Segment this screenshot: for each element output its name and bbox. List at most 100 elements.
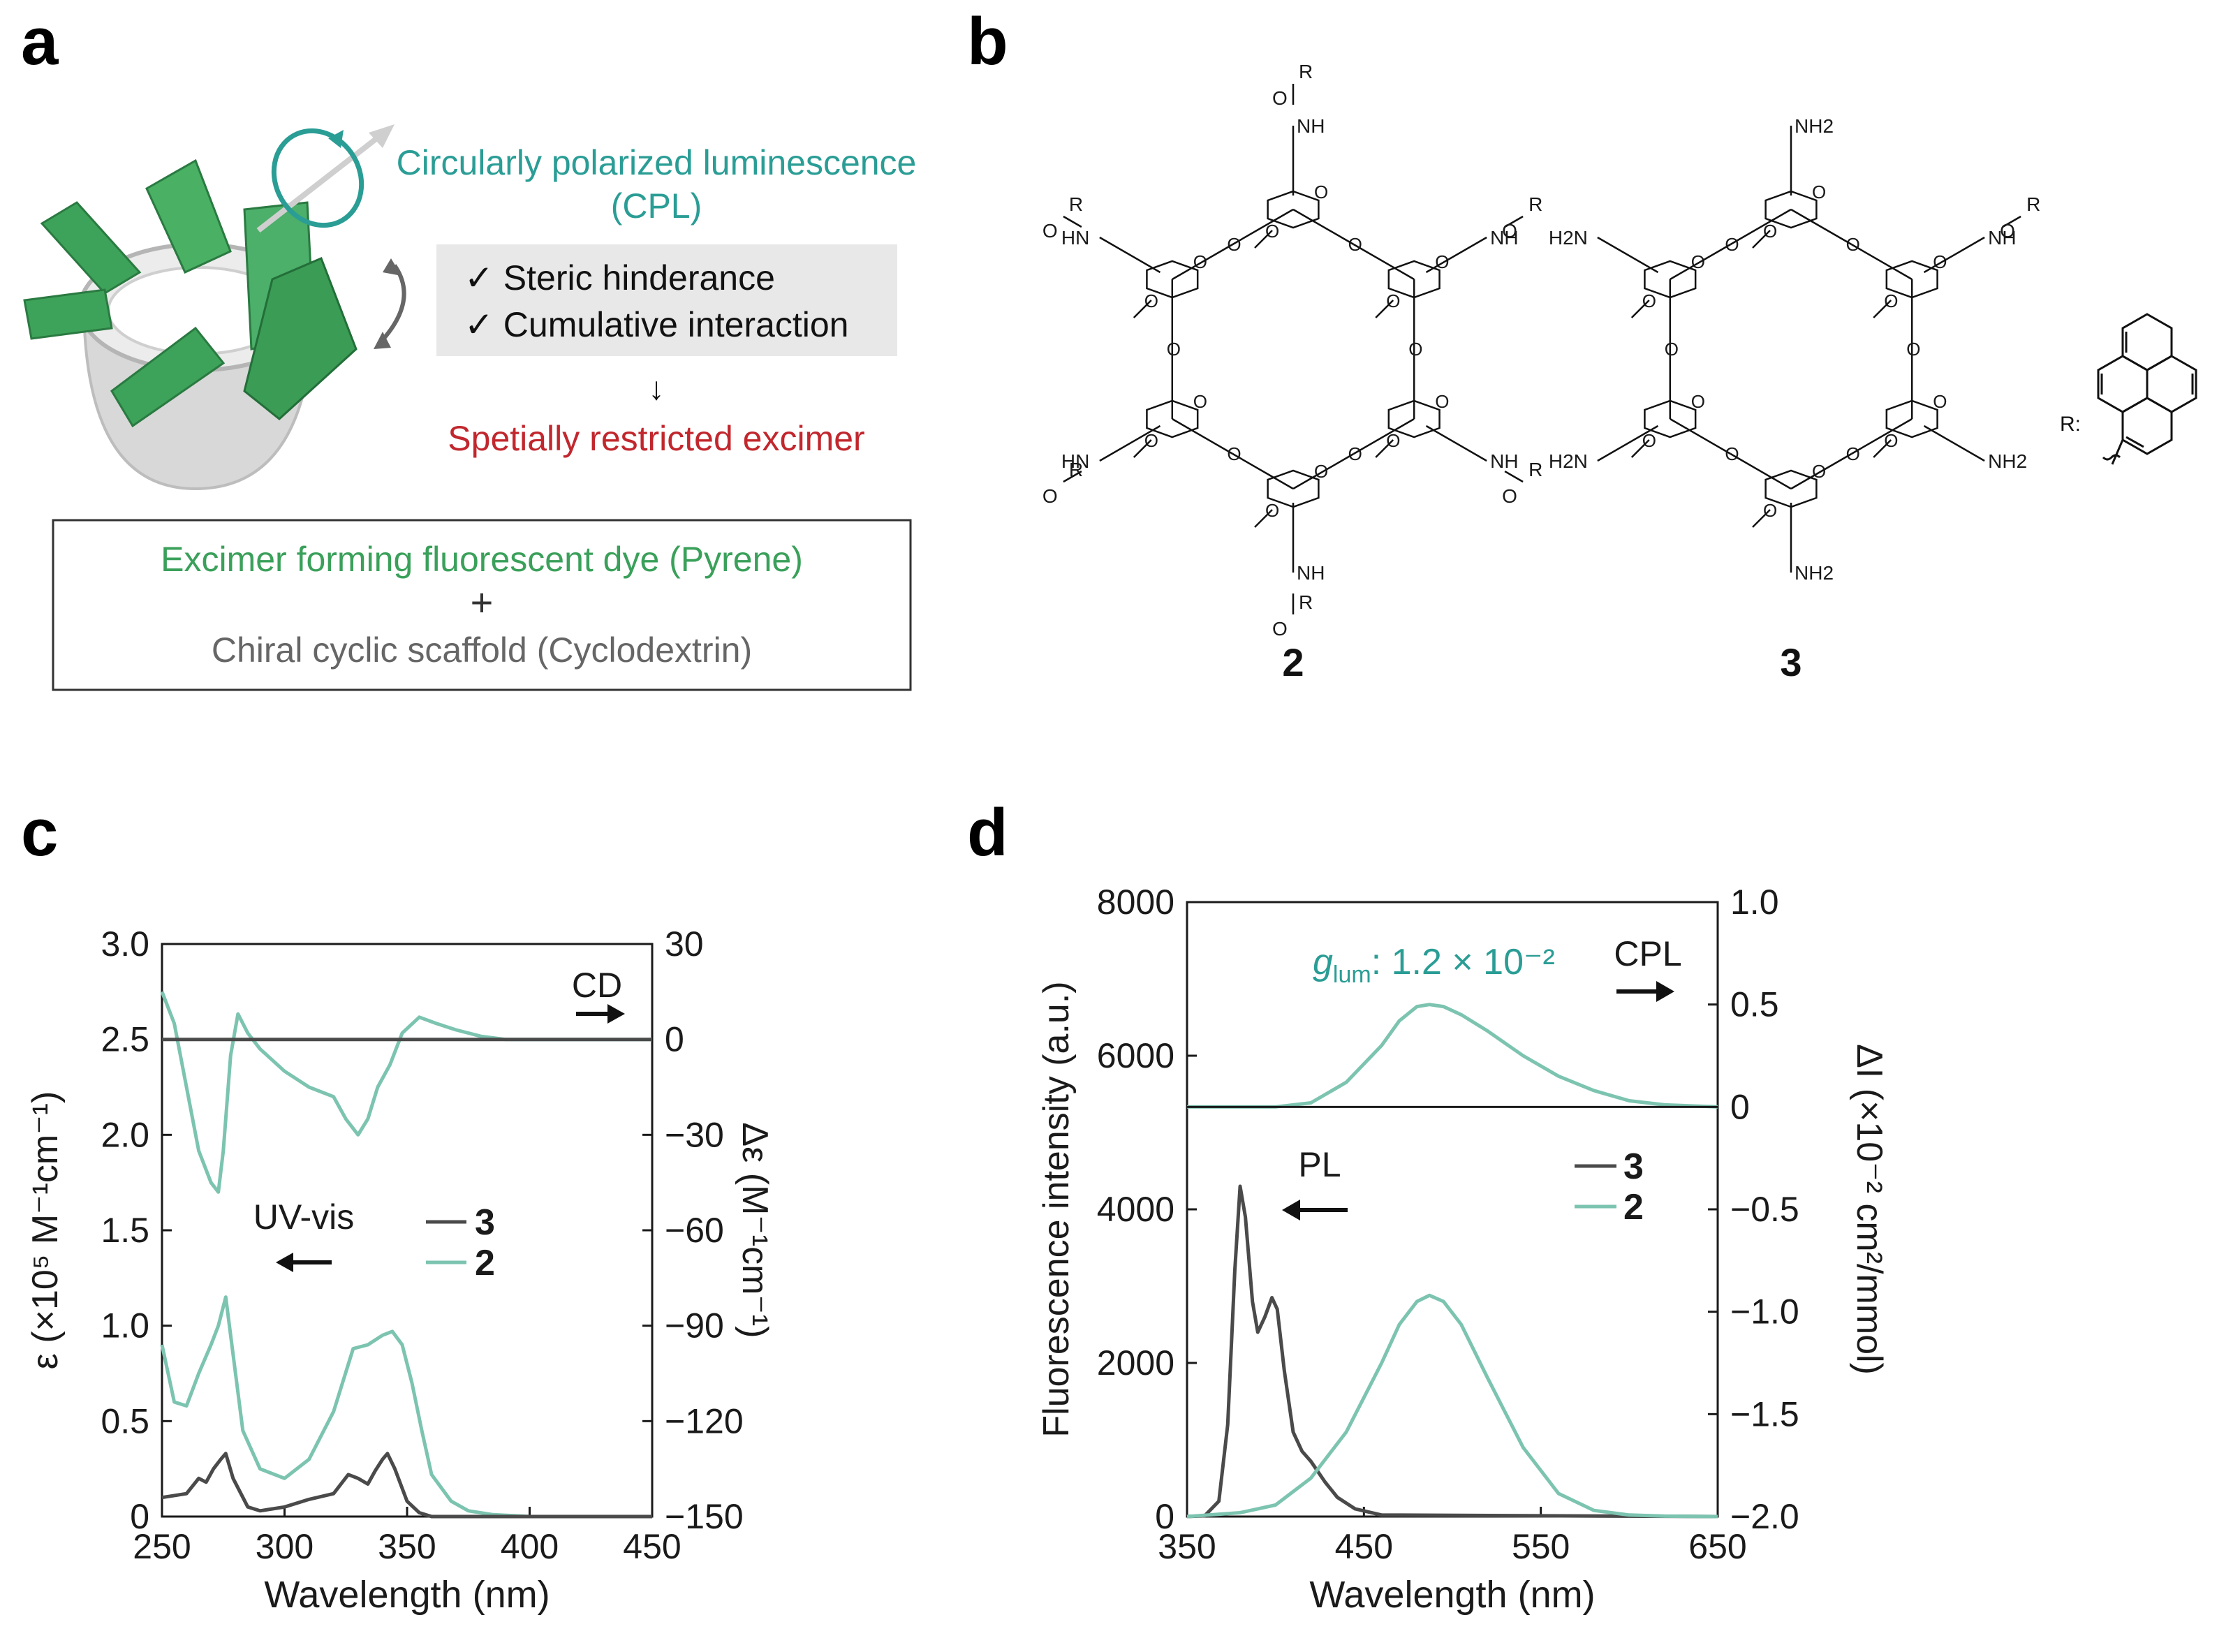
y2-tick-label: 1.0 [1730,883,1779,922]
pyrene-plate [145,158,232,274]
methoxy-bond [1630,300,1650,318]
r-group-label: R: [2060,413,2081,436]
down-arrow: ↓ [649,370,665,406]
glycosidic-bond [1172,243,1234,281]
feature-cumulative: ✓ Cumulative interaction [464,305,848,344]
glycosidic-bond [1790,452,1852,490]
y-tick-label: 2.5 [101,1020,149,1059]
ring-oxygen: O [1193,391,1207,412]
ring-oxygen: O [1812,461,1826,482]
glycosidic-oxygen: O [1665,339,1679,360]
amide-nh: NH [1988,227,2016,249]
glucose-ring [1267,469,1320,508]
y2-axis-label: Δε (M⁻¹cm⁻¹) [735,1122,775,1338]
pl-annotation: PL [1298,1145,1341,1184]
cpl-annotation: CPL [1614,934,1681,973]
plus-sign: + [471,580,494,624]
carbonyl-oxygen: O [1042,485,1058,507]
glycosidic-oxygen: O [1167,339,1181,360]
amine-group: H2N [1549,450,1588,472]
amide-bond [1063,215,1082,228]
ring-oxygen: O [1691,391,1705,412]
glycosidic-bond [1353,243,1415,281]
glycosidic-oxygen: O [1348,443,1362,464]
glucose-ring [1644,399,1697,438]
glycosidic-bond [1730,452,1792,490]
amide-bond [1504,215,1524,228]
y-tick-label: 1.5 [101,1211,149,1250]
series-line-3-left [1186,1184,1718,1519]
substituent-bond [1425,425,1487,462]
glycosidic-oxygen: O [1227,234,1241,255]
uv-annotation: UV-vis [253,1197,354,1237]
glycosidic-bond [1353,418,1415,455]
y2-tick-label: 30 [665,924,704,964]
pyrene-plate [40,201,142,295]
amide-bond [1504,470,1524,483]
y-tick-label: 0.5 [101,1401,149,1440]
legend-label: 2 [1623,1187,1644,1227]
series-line-2-left [160,1295,652,1519]
amine-group: NH2 [1795,115,1834,137]
y-tick-label: 4000 [1097,1190,1174,1229]
compound-3-label: 3 [1780,640,1801,684]
amide-nh: NH [1297,115,1325,137]
methoxy-bond [1752,509,1771,528]
y2-tick-label: 0 [1730,1087,1750,1126]
y-axis-label: Fluorescence intensity (a.u.) [1036,981,1077,1437]
series-line-2-right [1187,1003,1718,1109]
carbonyl-oxygen: O [1272,87,1288,109]
glycosidic-bond [1172,418,1234,455]
rotation-arrow-head [383,258,401,276]
pyrene-plate [110,326,226,428]
legend-label: 3 [475,1202,495,1243]
x-axis-label: Wavelength (nm) [264,1574,550,1616]
methoxy-bond [1873,300,1892,318]
cpl-title-line1: Circularly polarized luminescence [397,143,917,182]
y-tick-label: 3.0 [101,924,149,964]
y-tick-label: 2.0 [101,1115,149,1154]
carbonyl-oxygen: O [1502,220,1517,242]
feature-box [436,244,897,356]
ring-oxygen: O [1193,251,1207,272]
y2-tick-label: 0 [665,1020,684,1059]
glycosidic-bond [1670,418,1732,455]
glycosidic-bond [1730,208,1792,246]
y2-tick-label: −0.5 [1730,1190,1799,1229]
pyrene-plate [243,257,358,420]
y2-tick-label: −1.0 [1730,1292,1799,1332]
glycosidic-oxygen: O [1408,339,1422,360]
methoxy-bond [1375,300,1394,318]
r-group: R [1528,459,1542,480]
pl-arrow-head [1282,1200,1300,1220]
pyrene-structure [2097,313,2197,465]
amide-nh: HN [1061,227,1089,249]
y2-tick-label: −150 [665,1497,744,1536]
y-tick-label: 0 [1155,1497,1174,1536]
y2-tick-label: −30 [665,1115,724,1154]
amide-bond [1063,470,1082,483]
ring-oxygen: O [1933,391,1947,412]
substituent-bond [1597,425,1659,462]
glycosidic-oxygen: O [1725,443,1739,464]
glycosidic-bond [1850,418,1913,455]
panel-label-d: d [967,795,1008,870]
chart-d-pl-cpl: 350 450 550 650 0 2000 4000 6000 8000 1.0 0.5 0 −0.5… [1036,883,1889,1616]
amide-nh: NH [1297,562,1325,584]
amide-nh: NH [1490,227,1518,249]
glycosidic-bond [1232,452,1294,490]
methoxy-bond [1254,230,1273,249]
ring-oxygen: O [1435,391,1449,412]
uv-arrow-head [276,1253,293,1272]
glucose-ring [1387,399,1440,438]
x-tick-label: 250 [133,1527,191,1566]
r-group: R [1069,193,1083,215]
glucose-ring [1146,399,1199,438]
